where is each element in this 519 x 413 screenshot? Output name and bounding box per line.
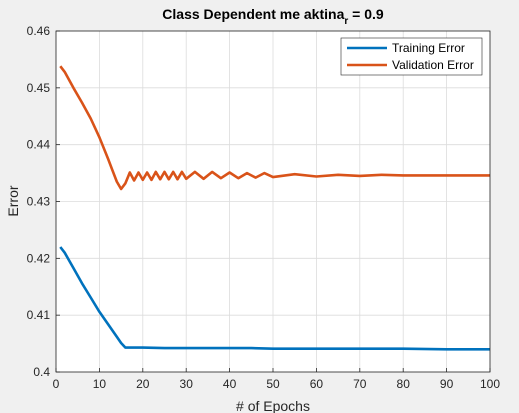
y-axis-label: Error (5, 185, 21, 216)
x-tick-label: 90 (440, 377, 454, 391)
training-error-line (59, 246, 490, 351)
ticks: 0 10 20 30 40 50 60 70 80 90 100 0.4 0.41 0.42 0.43 0.4… (27, 24, 501, 391)
y-tick-label: 0.4 (33, 365, 50, 379)
chart-title: Class Dependent me aktinar = 0.9 (162, 6, 384, 27)
x-tick-label: 40 (223, 377, 237, 391)
y-tick-label: 0.45 (27, 81, 51, 95)
y-tick-label: 0.42 (27, 251, 51, 265)
x-tick-label: 50 (266, 377, 280, 391)
y-tick-label: 0.43 (27, 195, 51, 209)
x-tick-label: 10 (93, 377, 107, 391)
legend: Training Error Validation Error (340, 37, 483, 76)
y-tick-label: 0.41 (27, 308, 51, 322)
legend-label-training: Training Error (392, 41, 465, 55)
series-lines (59, 65, 490, 351)
x-tick-label: 100 (480, 377, 500, 391)
x-axis-label: # of Epochs (236, 398, 310, 413)
x-tick-label: 60 (310, 377, 324, 391)
legend-label-validation: Validation Error (392, 58, 474, 72)
x-tick-label: 70 (353, 377, 367, 391)
legend-box (340, 37, 483, 76)
validation-error-line (59, 65, 490, 191)
x-tick-label: 0 (53, 377, 60, 391)
y-tick-label: 0.44 (27, 138, 51, 152)
x-tick-label: 20 (136, 377, 150, 391)
x-tick-label: 80 (397, 377, 411, 391)
y-tick-label: 0.46 (27, 24, 51, 38)
x-tick-label: 30 (180, 377, 194, 391)
